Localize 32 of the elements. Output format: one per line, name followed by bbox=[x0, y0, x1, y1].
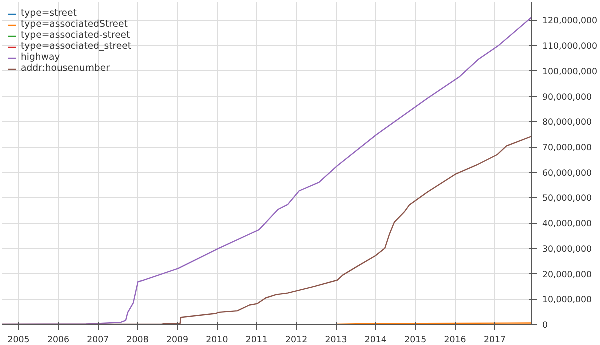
legend-label: highway bbox=[21, 52, 60, 63]
x-tick-label: 2008 bbox=[126, 336, 149, 345]
legend-label: type=associated-street bbox=[21, 30, 130, 41]
x-tick-label: 2005 bbox=[8, 336, 30, 345]
y-tick-label: 90,000,000 bbox=[542, 92, 592, 103]
x-tick-label: 2007 bbox=[87, 336, 110, 345]
y-tick-label: 20,000,000 bbox=[542, 270, 592, 280]
x-tick-label: 2009 bbox=[166, 336, 189, 345]
x-tick-label: 2006 bbox=[47, 336, 70, 345]
y-tick-label: 30,000,000 bbox=[542, 244, 592, 255]
y-tick-label: 50,000,000 bbox=[542, 194, 592, 204]
x-tick-label: 2012 bbox=[286, 336, 308, 345]
y-tick-label: 10,000,000 bbox=[542, 296, 592, 306]
legend-label: type=associated_street bbox=[21, 41, 132, 52]
x-tick-label: 2011 bbox=[246, 336, 268, 345]
x-tick-label: 2015 bbox=[404, 336, 427, 345]
y-tick-label: 0 bbox=[542, 321, 548, 331]
y-tick-label: 110,000,000 bbox=[542, 42, 598, 52]
y-tick-label: 60,000,000 bbox=[542, 168, 592, 179]
y-tick-label: 40,000,000 bbox=[542, 220, 592, 230]
y-tick-label: 70,000,000 bbox=[542, 144, 592, 154]
y-tick-label: 100,000,000 bbox=[542, 67, 598, 78]
y-tick-label: 80,000,000 bbox=[542, 118, 592, 128]
x-tick-label: 2013 bbox=[325, 336, 348, 345]
legend-label: type=associatedStreet bbox=[21, 19, 128, 30]
y-tick-label: 120,000,000 bbox=[542, 16, 598, 27]
x-tick-label: 2014 bbox=[364, 336, 388, 345]
x-tick-label: 2010 bbox=[206, 336, 228, 345]
x-tick-label: 2016 bbox=[444, 336, 466, 345]
legend-label: type=street bbox=[21, 8, 77, 19]
x-tick-label: 2017 bbox=[484, 336, 506, 345]
legend-label: addr:housenumber bbox=[21, 63, 110, 74]
